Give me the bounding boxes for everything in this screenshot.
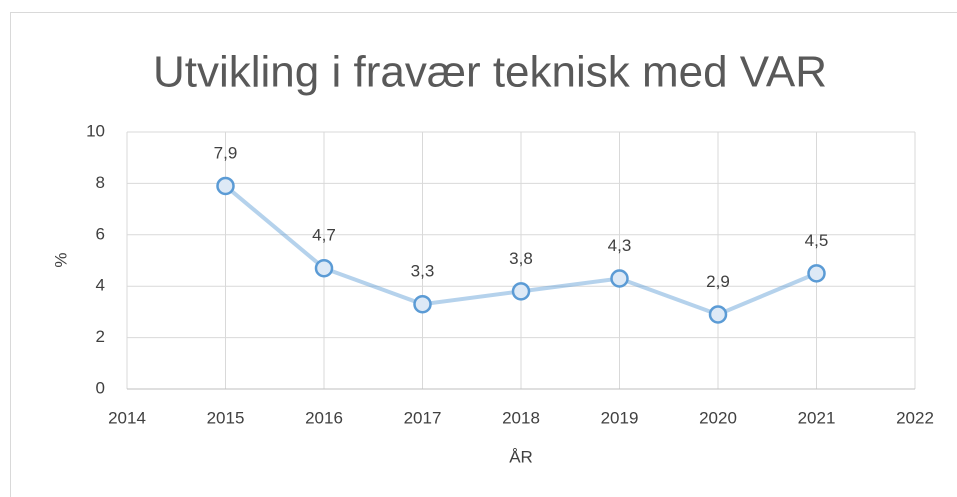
data-label: 4,3 [608,236,632,255]
y-tick-label: 4 [96,276,105,295]
point-marker [314,258,334,278]
x-axis-label: ÅR [509,447,533,466]
point-marker [610,269,629,288]
y-tick-label: 6 [96,224,105,243]
point-marker [413,294,432,314]
x-tick-label: 2014 [108,408,146,427]
x-tick-label: 2017 [404,408,442,427]
y-tick-label: 0 [96,378,105,397]
data-label: 3,8 [509,249,533,268]
data-label: 7,9 [214,143,238,162]
x-tick-label: 2018 [502,408,540,427]
data-label: 3,3 [411,262,435,281]
data-label: 4,7 [312,226,336,245]
x-tick-label: 2020 [699,408,737,427]
x-tick-label: 2019 [601,408,639,427]
y-axis-label: % [51,252,70,267]
point-marker [216,176,235,196]
x-tick-label: 2022 [896,408,934,427]
y-tick-label: 8 [96,173,105,192]
y-tick-label: 2 [96,327,105,346]
point-marker [511,282,531,301]
chart-frame [10,12,957,497]
x-tick-label: 2015 [207,408,245,427]
x-tick-label: 2021 [798,408,836,427]
data-label: 2,9 [706,272,730,291]
point-marker [807,264,826,283]
point-marker [708,305,728,324]
x-tick-label: 2016 [305,408,343,427]
y-tick-label: 10 [86,121,105,140]
data-label: 4,5 [805,231,829,250]
chart-title: Utvikling i fravær teknisk med VAR [153,48,827,97]
